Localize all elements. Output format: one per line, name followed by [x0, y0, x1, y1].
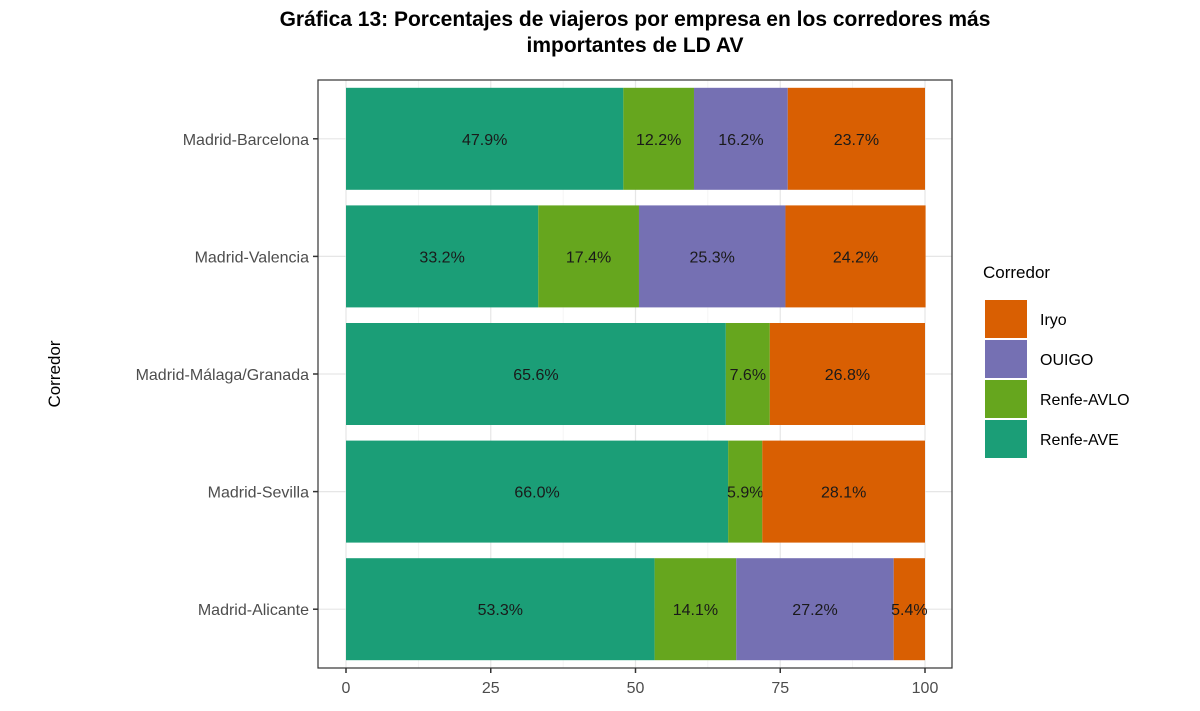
data-label: 53.3%: [478, 602, 523, 619]
data-label: 47.9%: [462, 132, 507, 149]
data-label: 25.3%: [690, 249, 735, 266]
x-tick-label: 75: [771, 680, 789, 697]
y-tick-label: Madrid-Valencia: [195, 249, 310, 266]
bar-segment-renfe-ave: [346, 558, 655, 661]
y-tick-label: Madrid-Alicante: [198, 602, 309, 619]
data-label: 65.6%: [513, 367, 558, 384]
y-tick-label: Madrid-Málaga/Granada: [136, 367, 310, 384]
legend-label: Iryo: [1040, 312, 1067, 329]
chart-title-line-2: importantes de LD AV: [526, 34, 743, 57]
chart-title-line-1: Gráfica 13: Porcentajes de viajeros por …: [280, 8, 991, 31]
bar-segment-iryo: [787, 87, 925, 190]
data-label: 26.8%: [825, 367, 870, 384]
data-label: 5.4%: [891, 602, 927, 619]
bar-segment-renfe-avlo: [728, 440, 763, 543]
data-label: 17.4%: [566, 249, 611, 266]
bar-segment-renfe-avlo: [654, 558, 737, 661]
x-tick-label: 50: [627, 680, 645, 697]
data-label: 33.2%: [419, 249, 464, 266]
data-label: 7.6%: [730, 367, 766, 384]
data-label: 23.7%: [834, 132, 879, 149]
bar-segment-iryo: [785, 205, 926, 308]
bar-segment-renfe-ave: [346, 323, 726, 425]
legend-label: Renfe-AVE: [1040, 432, 1119, 449]
bar-segment-renfe-avlo: [538, 205, 639, 308]
legend-key-ouigo: [985, 340, 1027, 378]
y-tick-label: Madrid-Sevilla: [208, 485, 309, 502]
bar-segment-renfe-avlo: [623, 87, 694, 190]
bar-segment-renfe-ave: [346, 205, 539, 308]
x-tick-label: 0: [342, 680, 351, 697]
data-label: 5.9%: [727, 485, 763, 502]
data-label: 14.1%: [673, 602, 718, 619]
y-axis: Madrid-Barcelona Madrid-Valencia Madrid-Má…: [136, 132, 318, 619]
bar-segment-ouigo: [736, 558, 894, 661]
data-label: 28.1%: [821, 485, 866, 502]
x-tick-label: 100: [912, 680, 939, 697]
legend-label: OUIGO: [1040, 352, 1093, 369]
bar-segment-ouigo: [693, 87, 788, 190]
legend-title: Corredor: [983, 263, 1050, 282]
legend: Corredor Iryo OUIGO Renfe-AVLO Renfe-AVE: [983, 263, 1130, 458]
data-label: 16.2%: [718, 132, 763, 149]
data-label: 66.0%: [514, 485, 559, 502]
bar-segment-ouigo: [638, 205, 786, 308]
data-label: 24.2%: [833, 249, 878, 266]
y-axis-label: Corredor: [45, 340, 64, 407]
legend-label: Renfe-AVLO: [1040, 392, 1130, 409]
y-tick-label: Madrid-Barcelona: [183, 132, 309, 149]
x-axis: 0 25 50 75 100: [342, 668, 939, 697]
legend-key-renfe-avlo: [985, 380, 1027, 418]
legend-key-renfe-ave: [985, 420, 1027, 458]
bar-segment-renfe-ave: [346, 87, 624, 190]
bars: 47.9% 12.2% 16.2% 23.7% 33.2% 17.4% 25.3% 24.2%…: [346, 87, 928, 661]
bar-segment-renfe-avlo: [725, 323, 770, 425]
data-label: 27.2%: [792, 602, 837, 619]
bar-segment-renfe-ave: [346, 440, 729, 543]
bar-segment-iryo: [769, 323, 925, 425]
x-tick-label: 25: [482, 680, 500, 697]
data-label: 12.2%: [636, 132, 681, 149]
bar-segment-iryo: [893, 558, 925, 661]
legend-key-iryo: [985, 300, 1027, 338]
bar-segment-iryo: [762, 440, 925, 543]
